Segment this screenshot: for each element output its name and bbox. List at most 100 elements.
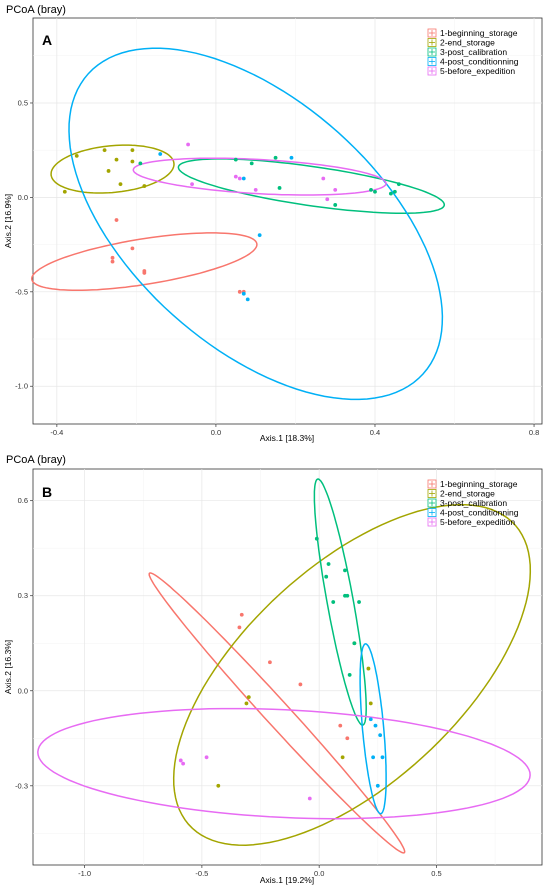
data-point bbox=[245, 297, 250, 302]
data-point bbox=[333, 203, 338, 207]
confidence-ellipse bbox=[148, 572, 406, 854]
data-point bbox=[257, 233, 262, 238]
panel-a-frame bbox=[32, 17, 543, 425]
data-point bbox=[340, 755, 345, 760]
data-point bbox=[239, 612, 244, 617]
data-point bbox=[331, 600, 336, 604]
confidence-ellipse bbox=[68, 47, 444, 401]
x-tick-label: 0.0 bbox=[314, 869, 324, 878]
data-point bbox=[253, 187, 258, 192]
data-point bbox=[181, 761, 186, 766]
x-tick-label: 0.5 bbox=[431, 869, 441, 878]
data-point bbox=[237, 176, 242, 181]
data-point bbox=[138, 161, 143, 166]
x-tick-label: -0.4 bbox=[50, 428, 63, 437]
data-point bbox=[114, 157, 119, 162]
data-point bbox=[373, 189, 377, 194]
data-point bbox=[345, 593, 350, 598]
data-point bbox=[378, 733, 383, 738]
data-point bbox=[373, 723, 378, 728]
x-tick-label: 0.8 bbox=[529, 428, 539, 437]
data-point bbox=[190, 182, 194, 187]
legend-item: 4-post_conditionning bbox=[427, 508, 519, 518]
data-point bbox=[233, 157, 238, 162]
data-point bbox=[186, 142, 190, 147]
panel-b-y-axis-label: Axis.2 [16.3%] bbox=[3, 640, 13, 694]
legend-label: 3-post_calibration bbox=[440, 498, 507, 508]
legend-item: 2-end_storage bbox=[427, 489, 495, 499]
data-point bbox=[326, 562, 331, 566]
data-point bbox=[233, 174, 238, 179]
panel-a-title: PCoA (bray) bbox=[6, 4, 66, 16]
legend-label: 4-post_conditionning bbox=[440, 57, 519, 67]
data-point bbox=[307, 796, 312, 801]
y-tick-label: -0.3 bbox=[15, 781, 28, 790]
data-point bbox=[62, 189, 67, 194]
legend-item: 5-before_expedition bbox=[427, 517, 515, 527]
panel-b-grid bbox=[33, 469, 542, 865]
confidence-ellipse bbox=[37, 707, 531, 820]
data-point bbox=[321, 176, 326, 181]
data-point bbox=[216, 783, 221, 788]
data-point bbox=[110, 259, 115, 264]
legend-item: 4-post_conditionning bbox=[427, 57, 519, 67]
panel-b-letter: B bbox=[42, 484, 52, 500]
data-point bbox=[366, 666, 371, 671]
data-point bbox=[352, 641, 357, 646]
legend-label: 3-post_calibration bbox=[440, 47, 507, 57]
data-point bbox=[142, 271, 147, 275]
data-point bbox=[110, 255, 115, 260]
panel-a-points bbox=[62, 142, 401, 302]
data-point bbox=[246, 695, 251, 699]
data-point bbox=[102, 148, 107, 153]
legend-label: 5-before_expedition bbox=[440, 517, 515, 527]
data-point bbox=[74, 153, 79, 158]
legend-label: 1-beginning_storage bbox=[440, 479, 518, 489]
data-point bbox=[338, 723, 343, 728]
panel-a-legend: 1-beginning_storage2-end_storage3-post_c… bbox=[427, 28, 519, 76]
y-tick-label: 0.3 bbox=[18, 591, 28, 600]
panel-b-points bbox=[178, 536, 385, 801]
data-point bbox=[325, 197, 330, 202]
data-point bbox=[357, 600, 361, 604]
data-point bbox=[324, 574, 329, 579]
confidence-ellipse bbox=[359, 643, 387, 815]
y-tick-label: 0.0 bbox=[18, 193, 28, 202]
panel-b: PCoA (bray) -1.0 -0.5 0.0 0.5-0.30.00.30.6 … bbox=[3, 454, 543, 885]
legend-item: 5-before_expedition bbox=[427, 66, 515, 76]
legend-item: 1-beginning_storage bbox=[427, 479, 518, 489]
data-point bbox=[396, 182, 401, 187]
legend-label: 2-end_storage bbox=[440, 38, 495, 48]
confidence-ellipse bbox=[177, 158, 446, 215]
confidence-ellipse bbox=[172, 503, 532, 846]
x-tick-label: -0.5 bbox=[195, 869, 208, 878]
panel-a-x-axis-label: Axis.1 [18.3%] bbox=[260, 433, 314, 443]
data-point bbox=[273, 155, 278, 160]
panel-b-ellipses bbox=[37, 478, 532, 854]
legend-label: 4-post_conditionning bbox=[440, 508, 519, 518]
x-tick-label: 0.4 bbox=[370, 428, 380, 437]
data-point bbox=[375, 783, 380, 788]
legend-label: 5-before_expedition bbox=[440, 66, 515, 76]
legend-item: 3-post_calibration bbox=[427, 47, 507, 57]
y-tick-label: 0.0 bbox=[18, 686, 28, 695]
panel-b-ticks: -1.0 -0.5 0.0 0.5 -0.3 0.0 0.3 0.6 bbox=[15, 496, 442, 878]
y-tick-label: 0.5 bbox=[18, 98, 28, 107]
y-tick-label: -0.5 bbox=[15, 287, 28, 296]
data-point bbox=[347, 673, 352, 677]
data-point bbox=[158, 152, 163, 156]
y-tick-label: -1.0 bbox=[15, 382, 28, 391]
data-point bbox=[371, 755, 376, 760]
data-point bbox=[130, 148, 135, 153]
confidence-ellipse bbox=[31, 232, 258, 292]
x-tick-label: -1.0 bbox=[78, 869, 91, 878]
x-tick-label: 0.0 bbox=[211, 428, 221, 437]
panel-a-ticks: -0.4 0.0 0.4 0.8 -1.0 -0.5 0.0 0.5 bbox=[15, 98, 539, 437]
data-point bbox=[118, 182, 123, 187]
data-point bbox=[345, 736, 350, 741]
data-point bbox=[241, 176, 246, 181]
data-point bbox=[106, 169, 111, 173]
data-point bbox=[130, 246, 135, 251]
panel-b-frame bbox=[32, 468, 543, 866]
